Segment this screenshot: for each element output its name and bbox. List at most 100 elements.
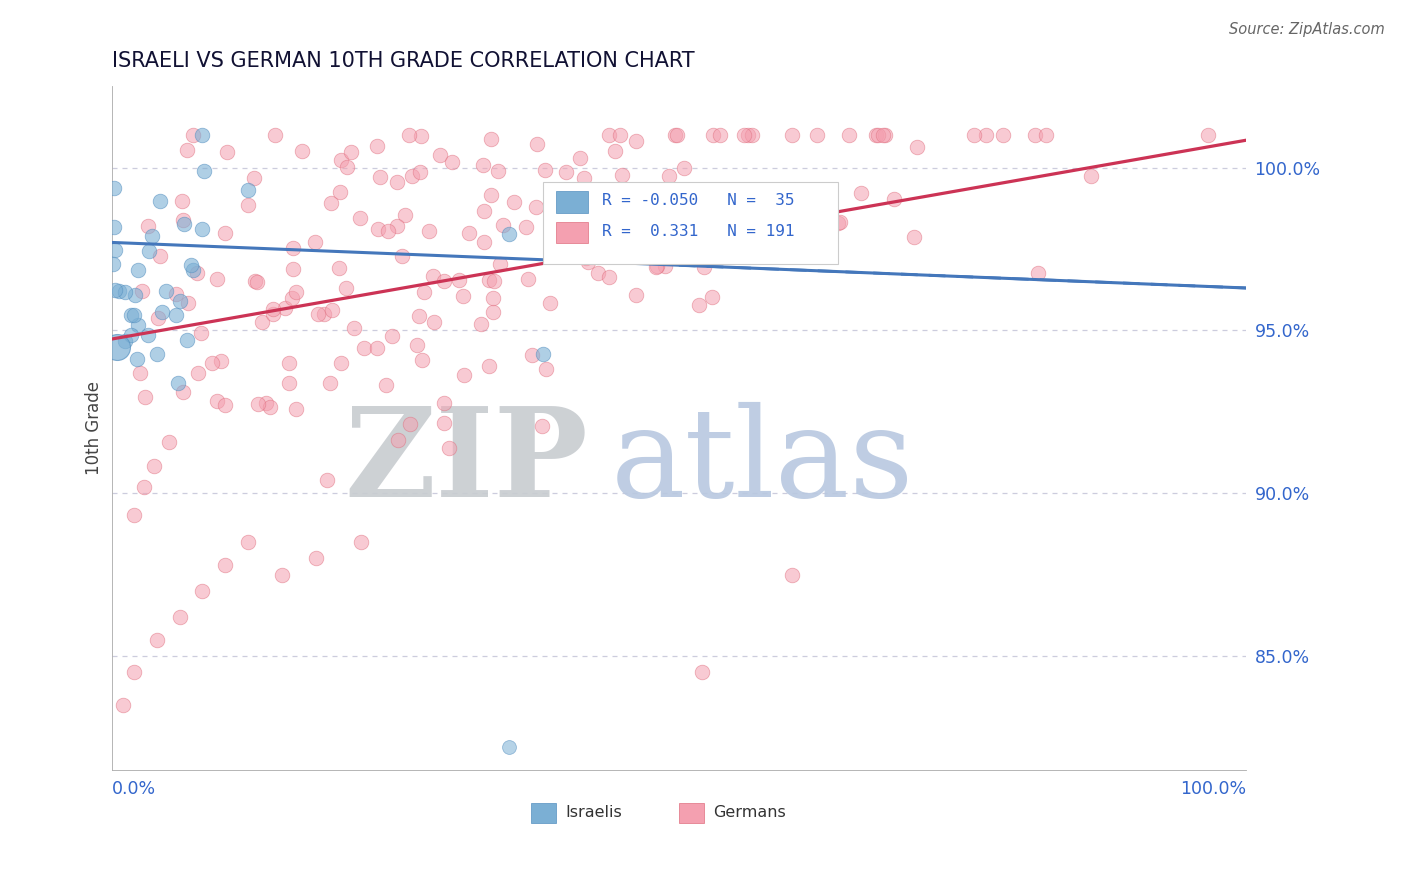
Point (247, 397, 270, 411)
Point (517, 272, 540, 286)
Point (104, 243, 127, 257)
Point (603, 145, 626, 159)
Point (259, 400, 281, 414)
Point (838, 128, 860, 142)
Point (664, 128, 686, 142)
Point (451, 288, 474, 302)
Point (401, 169, 423, 183)
Point (482, 274, 505, 288)
Point (598, 128, 620, 142)
Point (262, 307, 284, 321)
Point (141, 228, 163, 243)
Text: R = -0.050   N =  35: R = -0.050 N = 35 (602, 194, 794, 209)
Point (576, 254, 599, 268)
Point (242, 170, 264, 185)
Point (387, 433, 409, 447)
Point (181, 128, 204, 142)
Point (551, 211, 574, 225)
Point (782, 567, 804, 582)
Point (470, 317, 492, 331)
Point (671, 205, 693, 219)
FancyBboxPatch shape (557, 222, 588, 244)
Point (328, 261, 350, 276)
Point (991, 128, 1014, 142)
Point (366, 139, 388, 153)
Point (157, 434, 180, 449)
Point (335, 161, 357, 175)
Point (236, 183, 259, 197)
Point (387, 175, 409, 189)
Text: R =  0.331   N = 191: R = 0.331 N = 191 (602, 224, 794, 239)
Point (155, 285, 177, 299)
Text: Israelis: Israelis (565, 805, 623, 820)
Point (142, 459, 165, 474)
Point (700, 290, 723, 304)
Point (214, 558, 236, 572)
Point (474, 235, 496, 249)
Point (536, 362, 558, 376)
Point (146, 310, 169, 325)
Point (250, 314, 273, 328)
Point (169, 610, 191, 624)
Point (381, 329, 404, 343)
Point (827, 216, 849, 230)
Point (647, 244, 669, 258)
Point (374, 377, 396, 392)
Point (367, 222, 389, 236)
Point (672, 191, 695, 205)
Point (478, 273, 501, 287)
Point (534, 162, 557, 177)
Point (111, 698, 134, 712)
Point (329, 186, 352, 200)
Point (186, 266, 208, 280)
Point (865, 128, 887, 142)
Point (391, 249, 413, 263)
Point (422, 268, 444, 283)
Point (418, 224, 440, 238)
Point (353, 341, 375, 355)
Point (479, 132, 502, 146)
Point (181, 262, 204, 277)
Point (134, 390, 156, 404)
Point (741, 128, 763, 142)
Point (114, 334, 136, 348)
Point (702, 128, 724, 142)
FancyBboxPatch shape (557, 191, 588, 212)
Point (498, 740, 520, 755)
Point (104, 283, 127, 297)
Point (283, 262, 305, 277)
Point (405, 338, 427, 352)
Point (851, 186, 873, 200)
Point (693, 260, 716, 275)
Point (524, 200, 547, 214)
Point (387, 219, 409, 233)
Point (209, 353, 232, 368)
Point (538, 296, 561, 310)
Point (246, 276, 269, 290)
Point (411, 128, 433, 143)
Point (598, 270, 620, 285)
Point (307, 307, 329, 321)
Point (319, 195, 342, 210)
Point (664, 243, 686, 257)
Point (167, 376, 190, 390)
Point (176, 144, 198, 158)
Point (191, 128, 214, 142)
Point (780, 196, 803, 211)
Point (103, 220, 125, 235)
Point (205, 393, 228, 408)
Point (186, 366, 208, 380)
Point (284, 285, 307, 300)
Point (312, 307, 335, 321)
Point (486, 164, 509, 178)
Point (278, 356, 301, 370)
Point (458, 227, 481, 241)
Point (330, 356, 353, 370)
Point (172, 213, 194, 227)
Point (498, 227, 520, 241)
Point (1198, 128, 1220, 142)
Point (482, 291, 505, 305)
Point (262, 302, 284, 317)
Point (172, 194, 194, 208)
Point (578, 204, 600, 219)
